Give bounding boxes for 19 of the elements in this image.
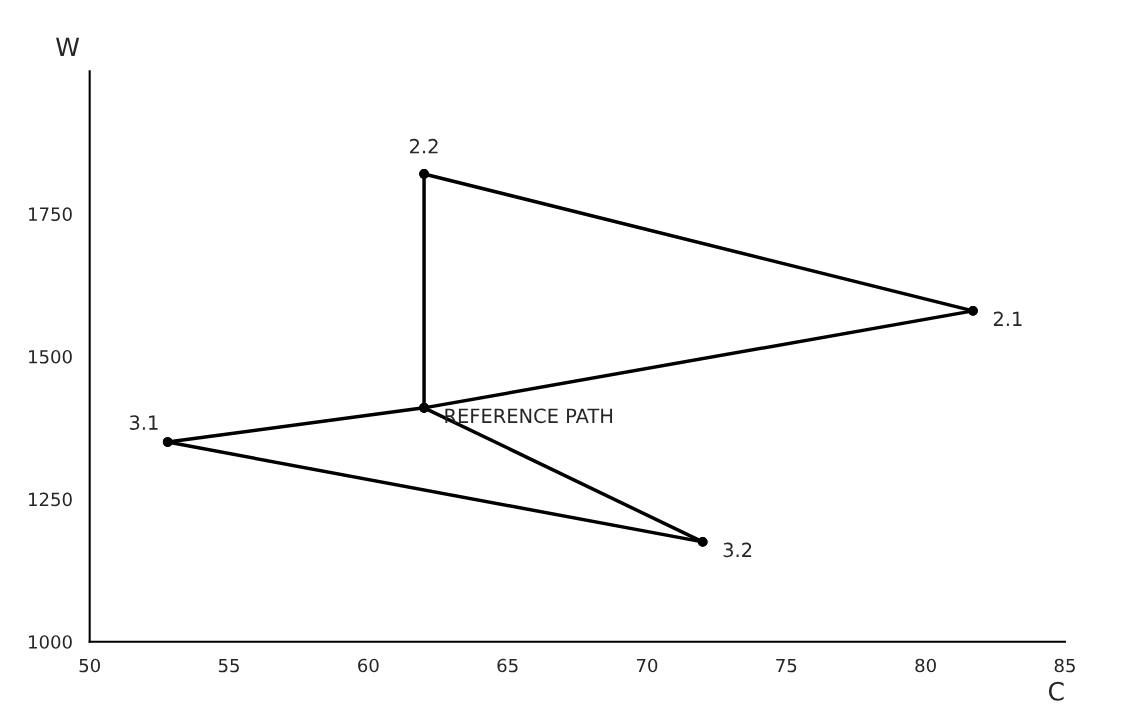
- annotation: 2.2: [410, 138, 438, 154]
- annotation: 3.1: [129, 415, 158, 430]
- y-tick-label: 1250: [29, 492, 72, 507]
- annotation: REFERENCE PATH: [445, 408, 613, 424]
- y-axis-title: W: [56, 37, 80, 57]
- x-tick-label: 60: [358, 658, 379, 673]
- x-tick-label: 55: [218, 658, 239, 673]
- x-axis-title: C: [1048, 681, 1064, 701]
- x-tick-label: 70: [636, 658, 658, 673]
- y-tick-label: 1000: [29, 635, 72, 649]
- y-tick-label: 1500: [29, 349, 72, 364]
- x-tick-label: 85: [1054, 658, 1075, 673]
- x-tick-label: 50: [79, 658, 100, 673]
- y-tick-label: 1750: [29, 207, 72, 222]
- annotation: 3.2: [723, 542, 752, 558]
- x-tick-label: 75: [776, 658, 797, 673]
- x-tick-label: 65: [497, 658, 518, 673]
- annotation: 2.1: [993, 311, 1022, 326]
- x-tick-label: 80: [915, 658, 936, 673]
